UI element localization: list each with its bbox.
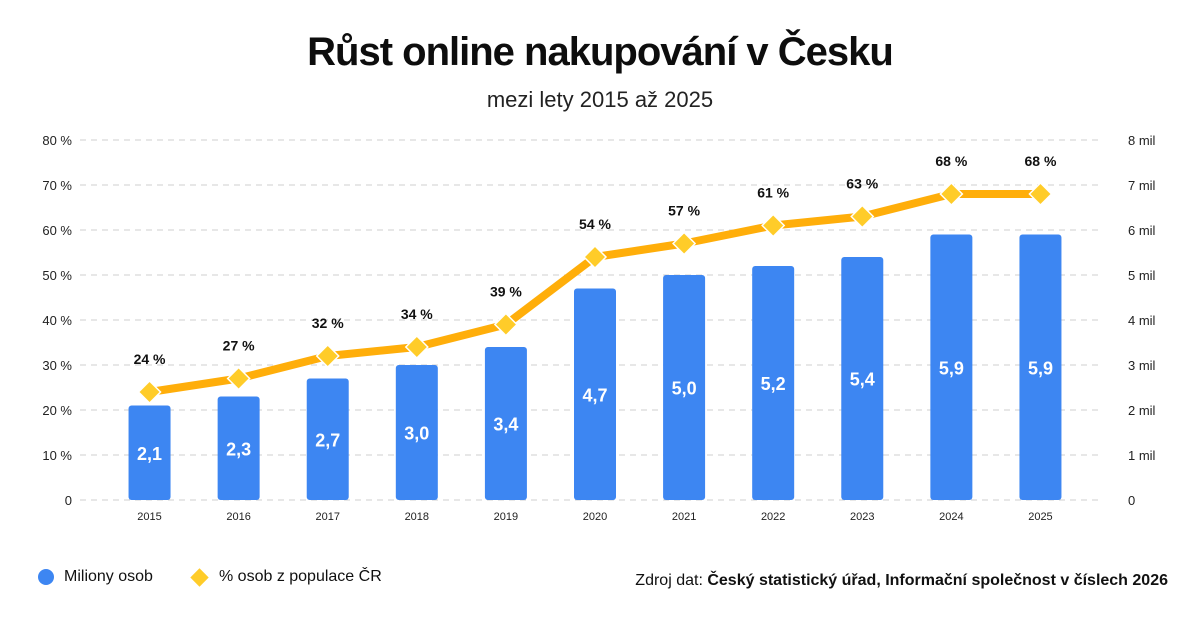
bar-value-label: 5,9 [1028, 358, 1053, 378]
line-marker [137, 379, 162, 405]
line-value-label: 24 % [134, 351, 166, 367]
bar [930, 234, 973, 500]
line-value-label: 54 % [579, 216, 611, 232]
line-marker [761, 213, 786, 238]
right-axis-tick-label: 8 mil [1128, 133, 1156, 148]
line-value-label: 68 % [935, 153, 967, 169]
line-marker [404, 334, 429, 360]
chart-subtitle: mezi lety 2015 až 2025 [486, 87, 714, 112]
bar [484, 347, 527, 500]
left-axis-tick-label: 30 % [42, 358, 72, 373]
bar [306, 378, 349, 500]
line-marker [315, 343, 340, 369]
legend-bar-label: Miliony osob [64, 568, 153, 585]
left-axis-tick-label: 50 % [42, 268, 72, 283]
legend-bar-swatch [38, 569, 54, 585]
line-marker [672, 231, 697, 256]
left-axis-tick-label: 10 % [42, 448, 72, 463]
right-axis-tick-label: 2 mil [1128, 403, 1156, 418]
legend-line-label: % osob z populace ČR [219, 568, 382, 585]
bar [128, 405, 171, 500]
legend-item-line: % osob z populace ČR [190, 567, 382, 587]
x-tick-label: 2021 [672, 511, 696, 523]
bar [395, 365, 438, 500]
bar [217, 396, 260, 500]
right-axis-tick-label: 0 [1128, 493, 1135, 508]
right-axis-tick-label: 5 mil [1128, 268, 1156, 283]
line-value-label: 32 % [312, 315, 344, 331]
bar-value-label: 5,4 [850, 370, 875, 390]
right-axis-tick-label: 3 mil [1128, 358, 1156, 373]
line-marker [939, 181, 964, 207]
x-tick-label: 2024 [939, 511, 963, 523]
bar-value-label: 3,0 [404, 424, 429, 444]
bar-value-label: 5,2 [761, 374, 786, 394]
x-tick-label: 2017 [315, 511, 339, 523]
left-axis-tick-label: 0 [65, 493, 72, 508]
line-marker [850, 204, 875, 229]
left-axis-tick-label: 60 % [42, 223, 72, 238]
x-tick-label: 2016 [226, 511, 250, 523]
line-value-label: 39 % [490, 284, 522, 300]
chart-title: Růst online nakupování v Česku [307, 30, 894, 74]
bar [1019, 234, 1062, 500]
bar-value-label: 3,4 [493, 415, 518, 435]
left-axis-tick-label: 70 % [42, 178, 72, 193]
bar-value-label: 5,9 [939, 358, 964, 378]
bar-value-label: 2,7 [315, 430, 340, 450]
right-axis-tick-label: 6 mil [1128, 223, 1156, 238]
source-note: Zdroj dat: Český statistický úřad, Infor… [635, 572, 1168, 590]
line-marker [226, 366, 251, 391]
line-value-label: 68 % [1024, 153, 1056, 169]
legend-line-swatch [190, 567, 209, 587]
line-marker [1028, 181, 1053, 207]
legend-item-bars: Miliony osob [38, 568, 153, 586]
bar [841, 257, 884, 500]
bar-value-label: 2,1 [137, 444, 162, 464]
bar [752, 266, 795, 500]
bar-value-label: 2,3 [226, 439, 251, 459]
source-text: Český statistický úřad, Informační spole… [707, 572, 1168, 589]
source-prefix: Zdroj dat: [635, 572, 703, 589]
left-axis-tick-label: 40 % [42, 313, 72, 328]
bar-value-label: 4,7 [582, 385, 607, 405]
bar-value-label: 5,0 [672, 379, 697, 399]
x-tick-label: 2020 [583, 511, 607, 523]
bar [574, 288, 616, 500]
x-tick-label: 2023 [850, 511, 874, 523]
x-tick-label: 2015 [137, 511, 161, 523]
right-axis-tick-label: 1 mil [1128, 448, 1156, 463]
left-axis-tick-label: 20 % [42, 403, 72, 418]
x-tick-label: 2018 [405, 511, 429, 523]
line-value-label: 57 % [668, 203, 700, 219]
right-axis-tick-label: 4 mil [1128, 313, 1156, 328]
line-value-label: 27 % [223, 338, 255, 354]
line-value-label: 63 % [846, 176, 878, 192]
left-axis-tick-label: 80 % [42, 133, 72, 148]
x-tick-label: 2019 [494, 511, 518, 523]
x-tick-label: 2022 [761, 511, 785, 523]
line-value-label: 34 % [401, 306, 433, 322]
bar [663, 275, 706, 500]
x-tick-label: 2025 [1028, 511, 1052, 523]
line-marker [582, 244, 608, 270]
line-marker [493, 312, 518, 337]
right-axis-tick-label: 7 mil [1128, 178, 1156, 193]
line-value-label: 61 % [757, 185, 789, 201]
